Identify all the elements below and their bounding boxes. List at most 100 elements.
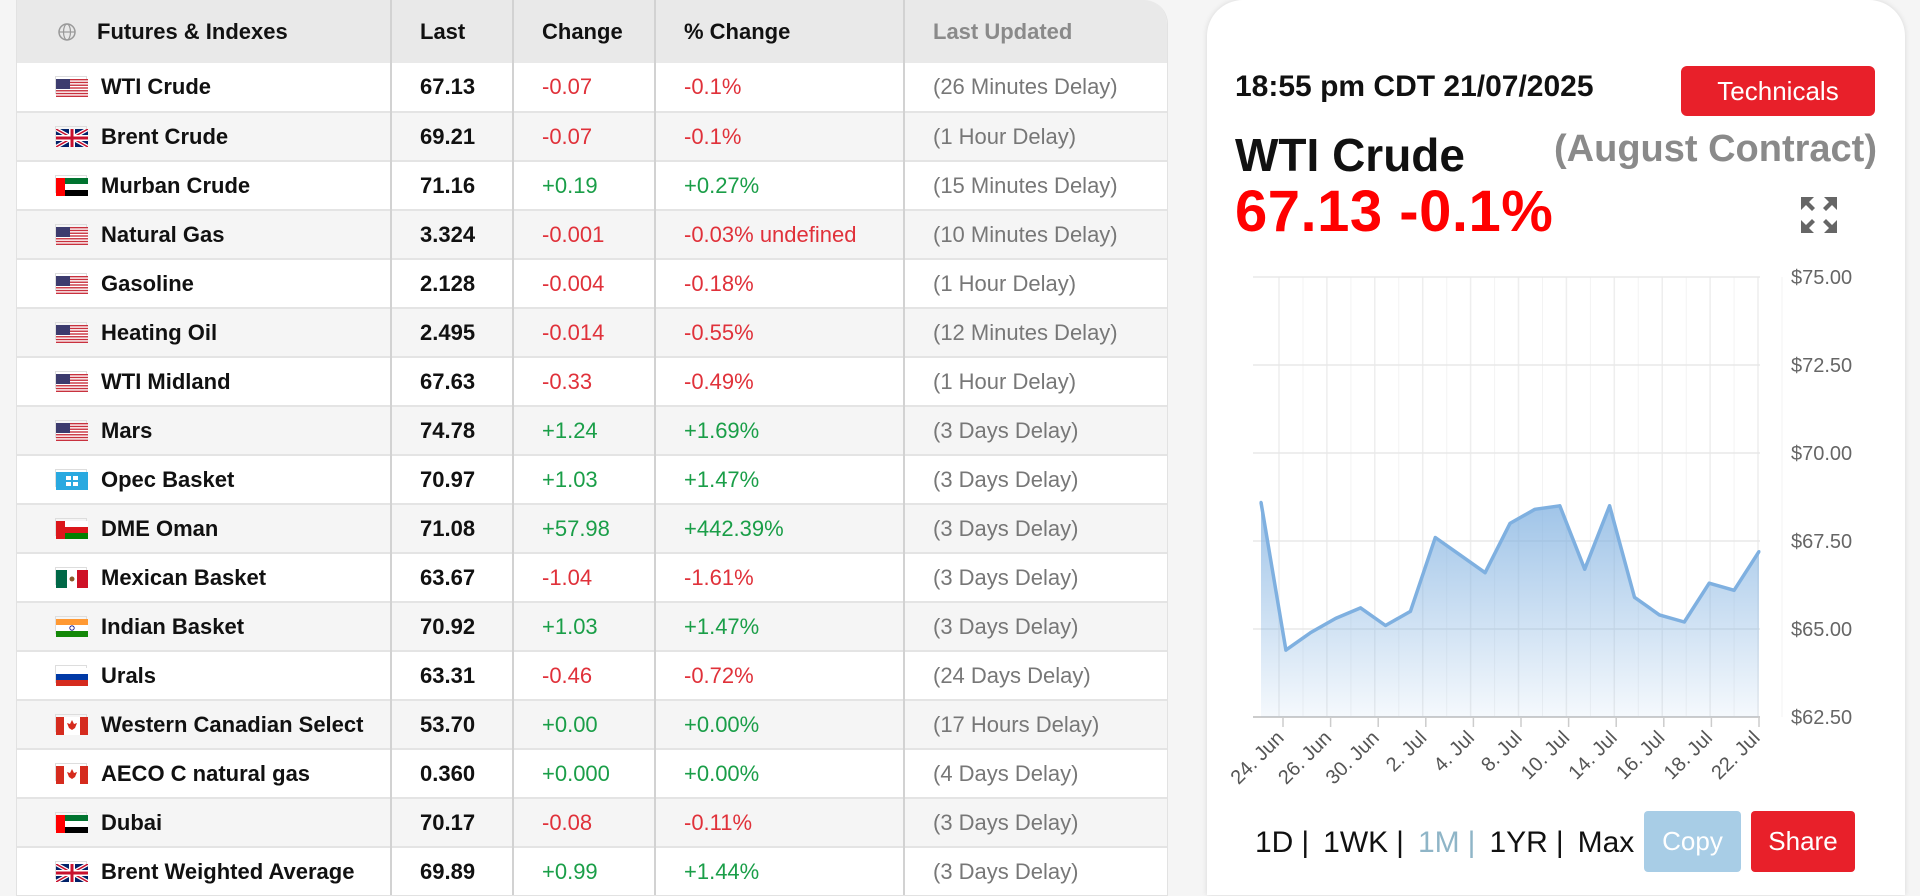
- table-row[interactable]: WTI Crude 67.13 -0.07 -0.1% (26 Minutes …: [17, 63, 1167, 112]
- technicals-button[interactable]: Technicals: [1681, 66, 1875, 116]
- range-1yr[interactable]: 1YR: [1489, 826, 1548, 859]
- pct-change-value: +1.44%: [655, 847, 905, 895]
- range-separator: |: [1396, 826, 1404, 859]
- instrument-name[interactable]: AECO C natural gas: [17, 749, 392, 798]
- table-row[interactable]: AECO C natural gas 0.360 +0.000 +0.00% (…: [17, 749, 1167, 798]
- last-price: 71.08: [391, 504, 514, 553]
- table-row[interactable]: Natural Gas 3.324 -0.001 -0.03% undefine…: [17, 210, 1167, 259]
- table-row[interactable]: Urals 63.31 -0.46 -0.72% (24 Days Delay): [17, 651, 1167, 700]
- flag-us-icon: [55, 321, 88, 343]
- data-point: [1309, 631, 1313, 635]
- data-point: [1408, 609, 1412, 613]
- last-updated-value: (3 Days Delay): [933, 515, 1079, 541]
- last-price: 53.70: [391, 700, 514, 749]
- change-value: +1.24: [513, 406, 656, 455]
- instrument-name[interactable]: Urals: [17, 651, 392, 700]
- instrument-name[interactable]: Opec Basket: [17, 455, 392, 504]
- instrument-name[interactable]: WTI Midland: [17, 357, 392, 406]
- table-row[interactable]: Opec Basket 70.97 +1.03 +1.47% (3 Days D…: [17, 455, 1167, 504]
- pct-change-value: +1.47%: [655, 455, 905, 504]
- last-price: 71.16: [391, 161, 514, 210]
- table-row[interactable]: Mexican Basket 63.67 -1.04 -1.61% (3 Day…: [17, 553, 1167, 602]
- y-tick-label: $75.00: [1791, 267, 1852, 289]
- instrument-name[interactable]: Dubai: [17, 798, 392, 847]
- data-point: [1657, 613, 1661, 617]
- instrument-title: WTI Crude: [1235, 129, 1465, 181]
- last-price: 70.17: [391, 798, 514, 847]
- table-row[interactable]: Dubai 70.17 -0.08 -0.11% (3 Days Delay): [17, 798, 1167, 847]
- data-point: [1284, 648, 1288, 652]
- table-row[interactable]: Brent Weighted Average 69.89 +0.99 +1.44…: [17, 847, 1167, 895]
- flag-us-icon: [55, 370, 88, 392]
- data-point: [1334, 616, 1338, 620]
- instrument-name[interactable]: DME Oman: [17, 504, 392, 553]
- instrument-name[interactable]: Mexican Basket: [17, 553, 392, 602]
- price-chart[interactable]: $75.00$72.50$70.00$67.50$65.00$62.5024. …: [1207, 255, 1905, 795]
- expand-icon[interactable]: [1799, 195, 1839, 235]
- table-row[interactable]: Heating Oil 2.495 -0.014 -0.55% (12 Minu…: [17, 308, 1167, 357]
- instrument-name[interactable]: Brent Weighted Average: [17, 847, 392, 895]
- instrument-name[interactable]: Western Canadian Select: [17, 700, 392, 749]
- last-price: 74.78: [391, 406, 514, 455]
- table-row[interactable]: Mars 74.78 +1.24 +1.69% (3 Days Delay): [17, 406, 1167, 455]
- x-tick-label: 4. Jul: [1430, 727, 1479, 776]
- change-value: -1.04: [513, 553, 656, 602]
- instrument-label: WTI Crude: [101, 74, 211, 99]
- header-last-updated[interactable]: Last Updated: [933, 18, 1073, 44]
- last-price: 2.495: [391, 308, 514, 357]
- data-point: [1458, 553, 1462, 557]
- header-last[interactable]: Last: [391, 0, 514, 63]
- instrument-name[interactable]: Murban Crude: [17, 161, 392, 210]
- table-row[interactable]: Brent Crude 69.21 -0.07 -0.1% (1 Hour De…: [17, 112, 1167, 161]
- last-updated-value: (15 Minutes Delay): [933, 172, 1118, 198]
- instrument-name[interactable]: Gasoline: [17, 259, 392, 308]
- x-tick-label: 10. Jul: [1517, 727, 1574, 784]
- flag-ca-icon: [55, 713, 88, 735]
- range-1d[interactable]: 1D: [1255, 826, 1294, 859]
- change-value: -0.001: [513, 210, 656, 259]
- table-row[interactable]: DME Oman 71.08 +57.98 +442.39% (3 Days D…: [17, 504, 1167, 553]
- instrument-name[interactable]: Mars: [17, 406, 392, 455]
- pct-change-value: -0.18%: [655, 259, 905, 308]
- table-row[interactable]: Western Canadian Select 53.70 +0.00 +0.0…: [17, 700, 1167, 749]
- pct-change-value: +1.69%: [655, 406, 905, 455]
- y-tick-label: $62.50: [1791, 707, 1852, 729]
- data-point: [1359, 606, 1363, 610]
- last-price: 70.92: [391, 602, 514, 651]
- header-pct-change[interactable]: % Change: [655, 0, 905, 63]
- instrument-name[interactable]: Indian Basket: [17, 602, 392, 651]
- x-tick-label: 16. Jul: [1612, 727, 1669, 784]
- last-price: 63.67: [391, 553, 514, 602]
- data-point: [1433, 535, 1437, 539]
- change-value: -0.08: [513, 798, 656, 847]
- table-row[interactable]: Gasoline 2.128 -0.004 -0.18% (1 Hour Del…: [17, 259, 1167, 308]
- instrument-name[interactable]: WTI Crude: [17, 63, 392, 112]
- last-updated-value: (4 Days Delay): [933, 760, 1079, 786]
- instrument-label: Natural Gas: [101, 221, 225, 247]
- data-point: [1508, 521, 1512, 525]
- table-row[interactable]: Murban Crude 71.16 +0.19 +0.27% (15 Minu…: [17, 161, 1167, 210]
- table-row[interactable]: WTI Midland 67.63 -0.33 -0.49% (1 Hour D…: [17, 357, 1167, 406]
- instrument-label: Heating Oil: [101, 319, 218, 345]
- range-1wk[interactable]: 1WK: [1323, 826, 1389, 859]
- copy-button[interactable]: Copy: [1644, 811, 1741, 872]
- flag-opec-icon: [55, 468, 88, 490]
- range-max[interactable]: Max: [1577, 826, 1635, 859]
- instrument-label: Indian Basket: [101, 613, 245, 639]
- instrument-name[interactable]: Heating Oil: [17, 308, 392, 357]
- share-button[interactable]: Share: [1751, 811, 1855, 872]
- last-updated-value: (26 Minutes Delay): [933, 74, 1118, 99]
- header-change[interactable]: Change: [513, 0, 656, 63]
- range-1m[interactable]: 1M: [1417, 826, 1460, 859]
- range-selector: 1D | 1WK | 1M | 1YR | Max: [1255, 826, 1642, 860]
- header-futures-label: Futures & Indexes: [97, 18, 288, 44]
- data-point: [1384, 623, 1387, 627]
- instrument-label: Brent Weighted Average: [101, 858, 355, 884]
- instrument-name[interactable]: Brent Crude: [17, 112, 392, 161]
- data-point: [1757, 550, 1761, 554]
- instrument-name[interactable]: Natural Gas: [17, 210, 392, 259]
- header-futures[interactable]: Futures & Indexes: [17, 0, 392, 63]
- data-point: [1608, 504, 1612, 508]
- flag-ru-icon: [55, 664, 88, 686]
- table-row[interactable]: Indian Basket 70.92 +1.03 +1.47% (3 Days…: [17, 602, 1167, 651]
